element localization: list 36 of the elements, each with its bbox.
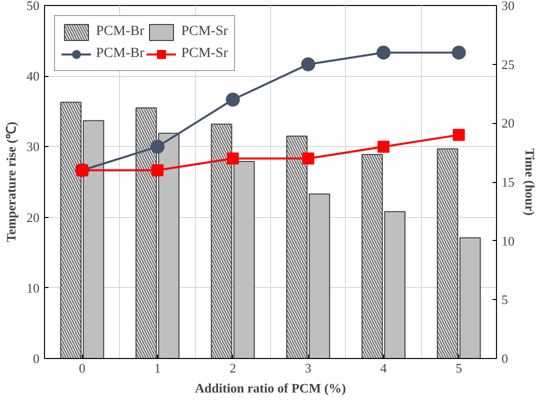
x-tick-label: 2: [230, 360, 236, 376]
y2-axis-title: Time (hour): [522, 148, 538, 216]
x-tick-label: 4: [380, 360, 388, 376]
y2-tick-label: 0: [502, 351, 508, 366]
point: [378, 140, 390, 153]
y2-tick-label: 5: [502, 292, 508, 308]
x-axis-title: Addition ratio of PCM (%): [195, 380, 346, 396]
y-tick-label: 10: [26, 280, 40, 296]
point: [150, 140, 164, 154]
legend-label: PCM-Br: [96, 46, 144, 62]
y2-tick-label: 25: [502, 56, 514, 72]
y2-tick-label: 30: [502, 0, 514, 13]
point: [226, 152, 239, 164]
point: [302, 152, 314, 164]
x-tick-label: 3: [304, 360, 312, 376]
legend-label: PCM-Sr: [181, 46, 228, 62]
point: [376, 46, 390, 60]
y-tick-label: 20: [26, 210, 40, 225]
x-tick-label: 5: [456, 360, 462, 376]
y2-tick-label: 10: [502, 233, 514, 248]
y2-tick-label: 20: [502, 116, 514, 131]
y-axis-title: Temperature rise (℃): [4, 122, 18, 242]
y2-tick-label: 15: [502, 174, 514, 190]
y-tick-label: 30: [26, 139, 40, 154]
legend-label: PCM-Sr: [181, 24, 228, 40]
legend-label: PCM-Br: [96, 24, 144, 40]
y-tick-label: 0: [33, 351, 40, 366]
point: [452, 128, 465, 141]
point: [152, 164, 164, 176]
x-tick-label: 1: [154, 360, 161, 376]
point: [226, 92, 240, 107]
point: [301, 57, 316, 72]
x-tick-label: 0: [78, 360, 86, 376]
y-tick-label: 40: [26, 68, 40, 84]
point: [452, 46, 466, 60]
y-tick-label: 50: [26, 0, 40, 13]
